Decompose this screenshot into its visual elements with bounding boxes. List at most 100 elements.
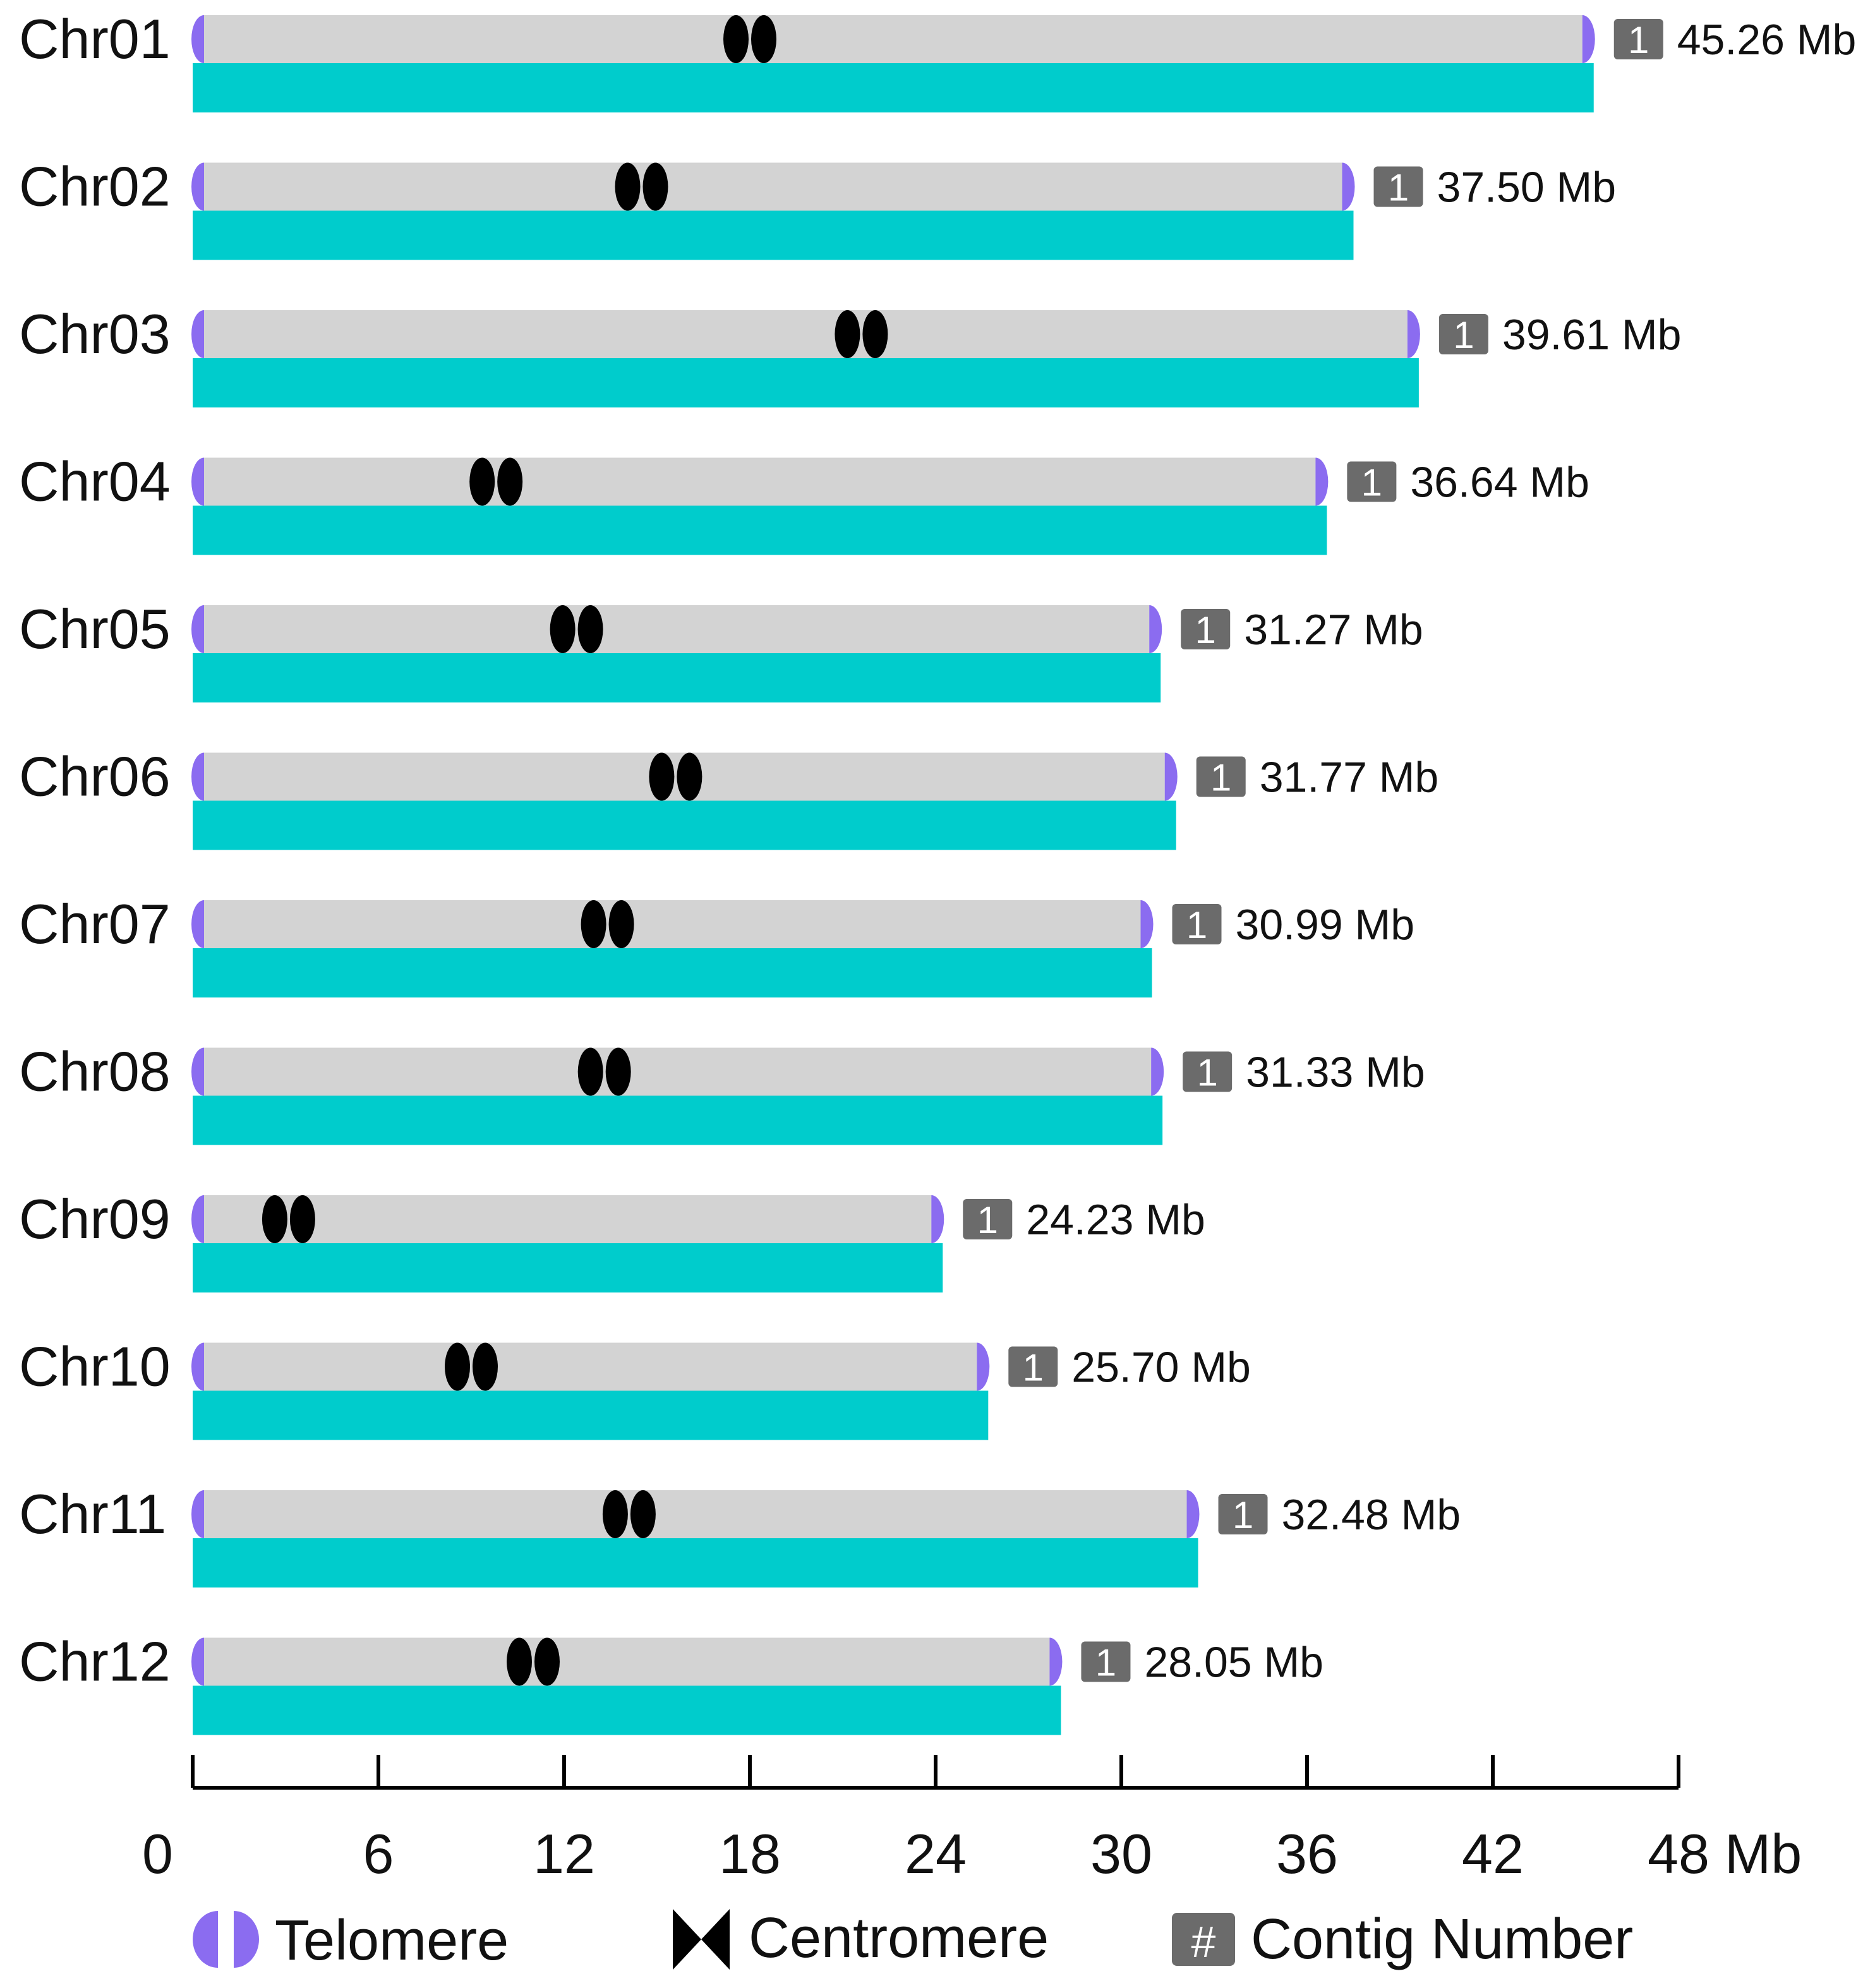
telomere-right xyxy=(1049,1637,1063,1686)
chromosome-body xyxy=(204,310,1408,358)
size-label: 37.50 Mb xyxy=(1437,164,1617,212)
contig-number: 1 xyxy=(1388,167,1409,209)
centromere-left xyxy=(602,1490,628,1538)
chromosome-body xyxy=(204,1490,1187,1538)
contig-number: 1 xyxy=(1095,1642,1116,1684)
chromosome-row: Chr01 1 45.26 Mb xyxy=(19,8,1856,112)
size-label: 45.26 Mb xyxy=(1677,16,1857,64)
size-label: 32.48 Mb xyxy=(1282,1491,1461,1539)
length-bar xyxy=(193,1685,1061,1735)
contig-number: 1 xyxy=(977,1199,998,1241)
chromosome-row: Chr09 1 24.23 Mb xyxy=(19,1188,1205,1292)
centromere-left xyxy=(649,752,675,801)
contig-badge xyxy=(1172,904,1222,944)
contig-number: 1 xyxy=(1233,1494,1253,1536)
x-tick-label: 12 xyxy=(533,1822,595,1885)
legend-contig-icon xyxy=(1172,1913,1235,1966)
length-bar xyxy=(193,1538,1198,1587)
centromere-right xyxy=(534,1637,560,1686)
telomere-left xyxy=(191,1637,204,1686)
chromosome-body xyxy=(204,1637,1050,1686)
centromere-left xyxy=(723,15,749,63)
length-bar xyxy=(193,1243,943,1292)
legend-contig-label: Contig Number xyxy=(1251,1908,1633,1971)
contig-badge xyxy=(1613,19,1663,59)
centromere-right xyxy=(630,1490,656,1538)
telomere-left xyxy=(191,605,204,653)
x-tick-label: 18 xyxy=(719,1822,781,1885)
chromosome-row: Chr04 1 36.64 Mb xyxy=(19,450,1589,555)
centromere-right xyxy=(605,1047,631,1096)
chromosome-row: Chr12 1 28.05 Mb xyxy=(19,1630,1323,1735)
telomere-right xyxy=(1186,1490,1200,1538)
telomere-left xyxy=(191,900,204,948)
chromosome-label: Chr02 xyxy=(19,155,171,218)
size-label: 39.61 Mb xyxy=(1502,311,1682,359)
centromere-left xyxy=(262,1195,287,1243)
centromere-right xyxy=(751,15,776,63)
x-axis-unit: Mb xyxy=(1725,1822,1802,1885)
chromosome-label: Chr09 xyxy=(19,1188,171,1250)
contig-badge xyxy=(1196,756,1246,797)
x-tick-label: 6 xyxy=(363,1822,394,1885)
telomere-right xyxy=(1315,457,1329,506)
contig-badge xyxy=(1218,1494,1268,1534)
length-bar xyxy=(193,948,1152,997)
size-label: 36.64 Mb xyxy=(1410,459,1589,507)
chromosome-body xyxy=(204,162,1342,211)
centromere-left xyxy=(469,457,495,506)
chromosome-row: Chr02 1 37.50 Mb xyxy=(19,155,1616,260)
telomere-left xyxy=(191,15,204,63)
size-label: 31.27 Mb xyxy=(1244,606,1423,654)
contig-number: 1 xyxy=(1195,609,1216,651)
centromere-left xyxy=(835,310,860,358)
telomere-left xyxy=(191,752,204,801)
contig-number: 1 xyxy=(1023,1347,1044,1389)
chromosome-label: Chr11 xyxy=(19,1483,166,1545)
telomere-left xyxy=(191,162,204,211)
chromosome-body xyxy=(204,1342,977,1391)
legend-telomere-icon xyxy=(193,1911,218,1968)
centromere-right xyxy=(642,162,668,211)
x-tick-label: 30 xyxy=(1090,1822,1152,1885)
x-tick-label: 0 xyxy=(142,1822,173,1885)
telomere-right xyxy=(1582,15,1595,63)
telomere-right xyxy=(1164,752,1178,801)
telomere-right xyxy=(1342,162,1355,211)
centromere-right xyxy=(677,752,702,801)
telomere-left xyxy=(191,1342,204,1391)
contig-badge xyxy=(1373,166,1423,207)
size-label: 31.77 Mb xyxy=(1260,754,1439,802)
centromere-right xyxy=(497,457,523,506)
chromosome-label: Chr04 xyxy=(19,450,171,513)
chromosome-row: Chr07 1 30.99 Mb xyxy=(19,893,1414,997)
length-bar xyxy=(193,63,1594,112)
chromosome-label: Chr08 xyxy=(19,1040,171,1103)
centromere-left xyxy=(550,605,576,653)
legend-centromere-icon xyxy=(673,1909,730,1970)
telomere-right xyxy=(977,1342,990,1391)
chromosome-body xyxy=(204,15,1583,63)
length-bar xyxy=(193,210,1354,260)
centromere-right xyxy=(608,900,634,948)
telomere-right xyxy=(1151,1047,1164,1096)
x-axis: 0 6 12 18 24 30 36 42 48 Mb xyxy=(142,1755,1802,1885)
length-bar xyxy=(193,800,1176,850)
centromere-left xyxy=(615,162,641,211)
contig-number: 1 xyxy=(1197,1052,1217,1094)
chromosome-body xyxy=(204,900,1141,948)
centromere-left xyxy=(507,1637,532,1686)
contig-number: 1 xyxy=(1210,757,1231,799)
chromosome-label: Chr03 xyxy=(19,303,171,365)
chromosome-body xyxy=(204,457,1316,506)
contig-number: 1 xyxy=(1453,314,1474,356)
chromosome-row: Chr05 1 31.27 Mb xyxy=(19,598,1423,702)
x-tick-label: 48 xyxy=(1648,1822,1709,1885)
contig-number: 1 xyxy=(1628,19,1649,61)
size-label: 31.33 Mb xyxy=(1246,1049,1425,1097)
length-bar xyxy=(193,1390,989,1440)
chromosome-label: Chr06 xyxy=(19,745,171,808)
contig-badge xyxy=(1347,461,1397,502)
telomere-left xyxy=(191,1195,204,1243)
